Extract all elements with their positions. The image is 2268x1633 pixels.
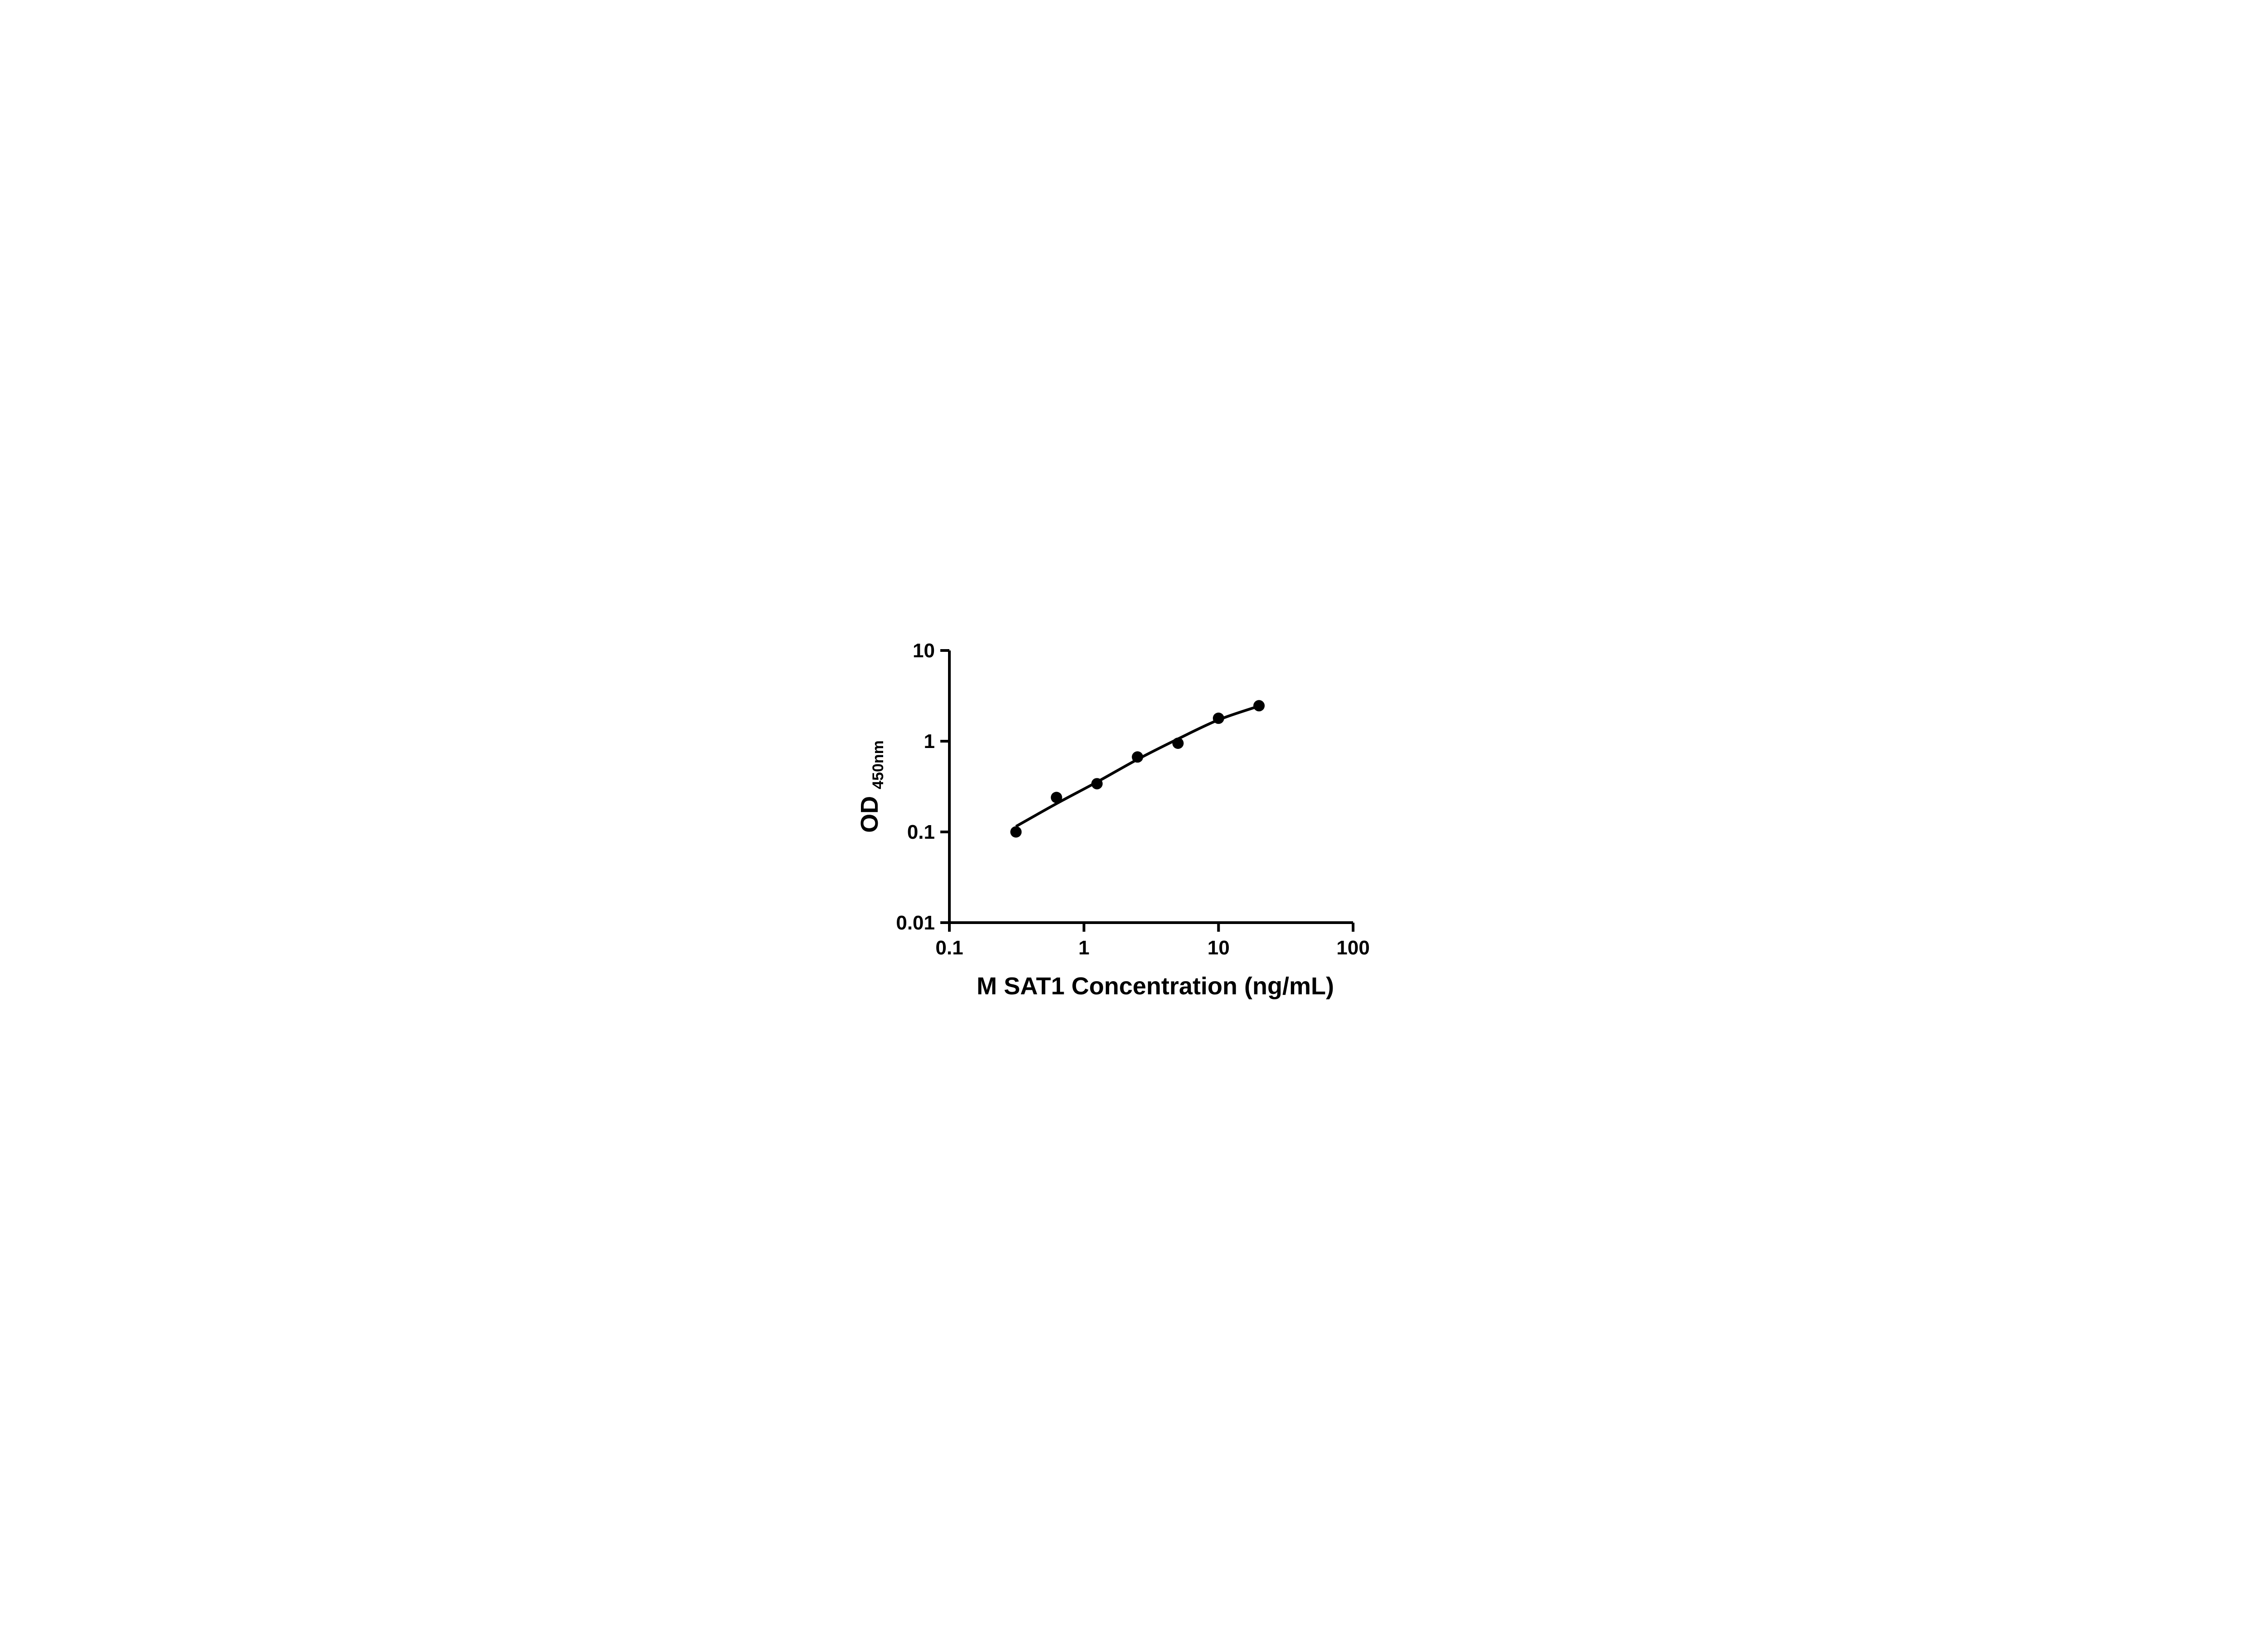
data-point <box>1132 751 1144 763</box>
x-tick-label: 100 <box>1336 937 1369 959</box>
x-tick-label: 1 <box>1078 937 1089 959</box>
y-tick-label: 1 <box>924 730 935 753</box>
data-points <box>1010 700 1265 838</box>
y-tick-labels: 0.01 0.1 1 10 <box>896 640 935 934</box>
x-tick-labels: 0.1 1 10 100 <box>935 937 1369 959</box>
x-tick-label: 0.1 <box>935 937 963 959</box>
data-point <box>1253 700 1265 712</box>
y-tick-label: 10 <box>913 640 935 662</box>
x-tick-label: 10 <box>1207 937 1230 959</box>
y-tick-label: 0.1 <box>907 821 935 843</box>
y-axis-title-subscript: 450nm <box>870 740 887 789</box>
data-point <box>1091 778 1103 790</box>
data-point <box>1010 826 1022 838</box>
elisa-standard-curve-figure: 0.1 1 10 100 0.01 0.1 1 10 M SAT1 Concentratio… <box>842 612 1426 1021</box>
data-point <box>1172 738 1184 749</box>
axes <box>942 650 1353 924</box>
data-point <box>1051 792 1062 803</box>
y-axis-title: OD 450nm <box>856 740 887 833</box>
fit-curve-line <box>1015 704 1260 828</box>
data-point <box>1212 712 1224 724</box>
y-tick-label: 0.01 <box>896 912 935 934</box>
x-axis-title: M SAT1 Concentration (ng/mL) <box>977 973 1334 1000</box>
axis-ticks <box>940 649 1354 932</box>
y-axis-title-main: OD <box>856 796 883 833</box>
